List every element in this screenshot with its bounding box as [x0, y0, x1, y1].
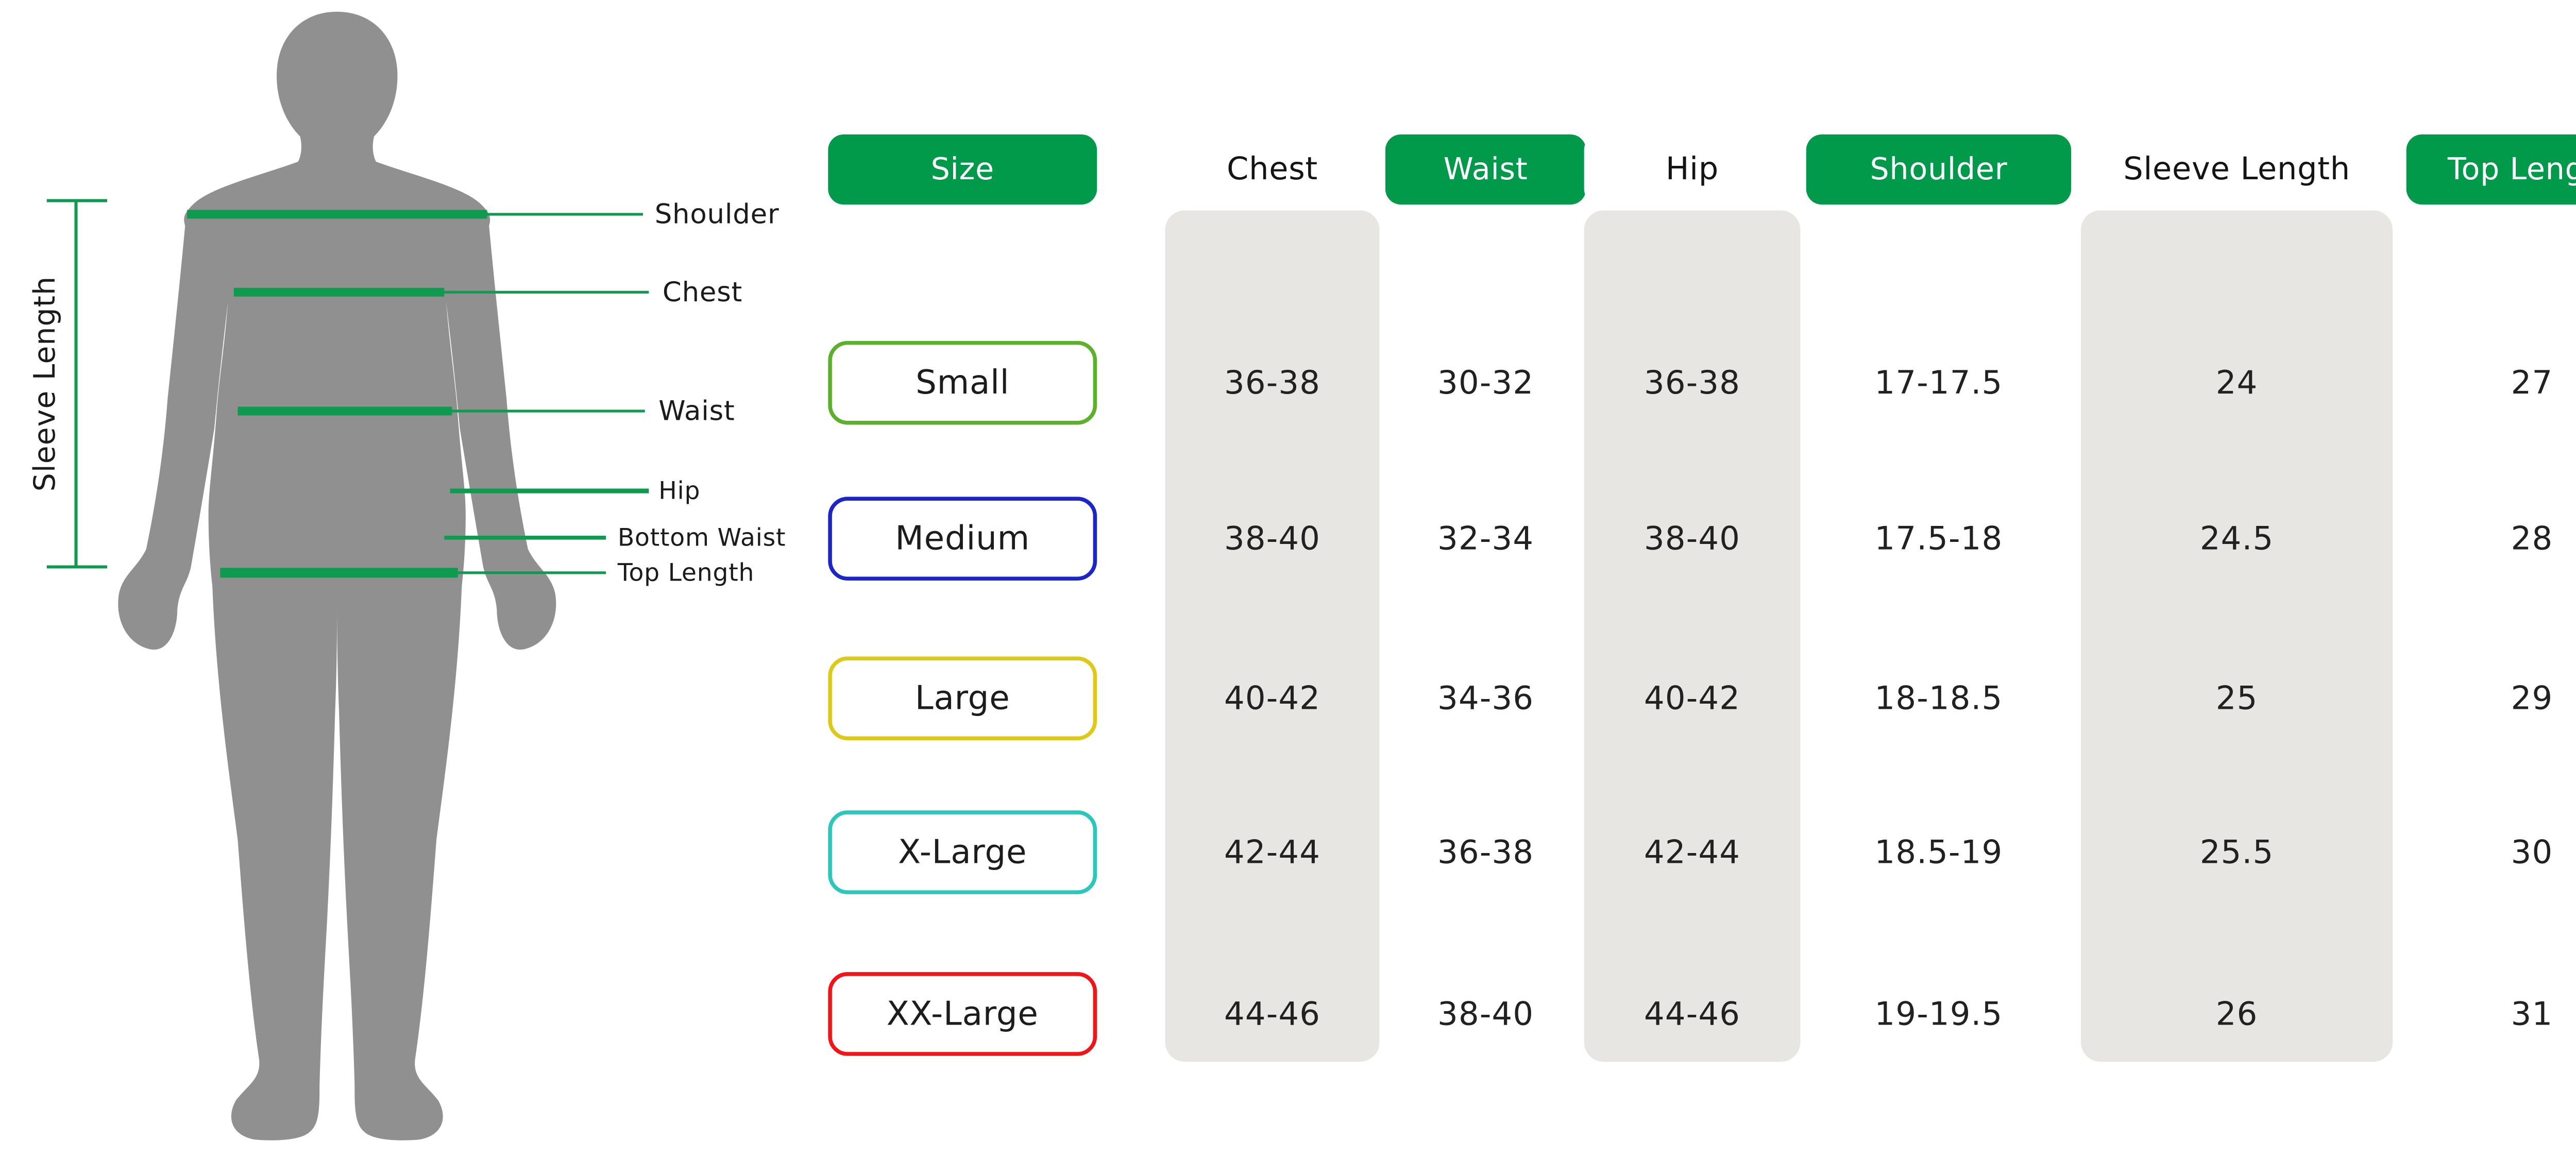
col-header-size: Size	[828, 134, 1097, 205]
cell-x-large-shoulder: 18.5-19	[1874, 833, 2003, 871]
chest-label: Chest	[663, 277, 742, 308]
cell-small-shoulder: 17-17.5	[1874, 364, 2003, 402]
col-header-sleeve-length: Sleeve Length	[2081, 134, 2393, 205]
col-header-shoulder: Shoulder	[1806, 134, 2072, 205]
cell-medium-waist: 32-34	[1437, 520, 1534, 557]
cell-x-large-chest: 42-44	[1224, 833, 1321, 871]
cell-xx-large-hip: 44-46	[1644, 995, 1741, 1033]
size-button-large[interactable]: Large	[828, 656, 1097, 741]
cell-xx-large-waist: 38-40	[1437, 995, 1534, 1033]
sleeve-length-column-stripe	[2081, 210, 2393, 1062]
sleeve-length-label: Sleeve Length	[28, 276, 62, 491]
cell-small-waist: 30-32	[1437, 364, 1534, 402]
cell-large-top-length: 29	[2511, 679, 2553, 717]
hip-label: Hip	[658, 477, 700, 505]
size-button-label: XX-Large	[886, 994, 1039, 1034]
cell-small-top-length: 27	[2511, 364, 2553, 402]
size-button-label: Medium	[895, 519, 1030, 558]
cell-x-large-top-length: 30	[2511, 833, 2553, 871]
waist-label: Waist	[658, 395, 735, 427]
size-button-label: X-Large	[898, 832, 1027, 872]
cell-x-large-hip: 42-44	[1644, 833, 1741, 871]
cell-x-large-sleeve-length: 25.5	[2199, 833, 2274, 871]
cell-small-hip: 36-38	[1644, 364, 1741, 402]
cell-large-hip: 40-42	[1644, 679, 1741, 717]
size-button-x-large[interactable]: X-Large	[828, 810, 1097, 894]
cell-medium-sleeve-length: 24.5	[2199, 520, 2274, 557]
cell-x-large-waist: 36-38	[1437, 833, 1534, 871]
size-button-xx-large[interactable]: XX-Large	[828, 972, 1097, 1056]
cell-large-shoulder: 18-18.5	[1874, 679, 2003, 717]
col-header-top-length: Top Length	[2406, 134, 2576, 205]
cell-xx-large-chest: 44-46	[1224, 995, 1321, 1033]
size-button-label: Large	[914, 678, 1010, 718]
size-button-medium[interactable]: Medium	[828, 497, 1097, 581]
cell-small-sleeve-length: 24	[2215, 364, 2258, 402]
col-header-chest: Chest	[1165, 134, 1380, 205]
cell-small-chest: 36-38	[1224, 364, 1321, 402]
cell-xx-large-top-length: 31	[2511, 995, 2553, 1033]
bottom-waist-label: Bottom Waist	[618, 523, 786, 552]
cell-large-chest: 40-42	[1224, 679, 1321, 717]
shoulder-label: Shoulder	[655, 199, 779, 230]
body-measurement-diagram: Sleeve Length Shoulder Chest Waist Hip B…	[28, 11, 786, 1140]
cell-medium-hip: 38-40	[1644, 520, 1741, 557]
cell-medium-chest: 38-40	[1224, 520, 1321, 557]
hip-column-stripe	[1584, 210, 1801, 1062]
cell-large-sleeve-length: 25	[2215, 679, 2258, 717]
cell-xx-large-shoulder: 19-19.5	[1874, 995, 2003, 1033]
cell-xx-large-sleeve-length: 26	[2215, 995, 2258, 1033]
col-header-waist: Waist	[1385, 134, 1586, 205]
size-button-small[interactable]: Small	[828, 340, 1097, 425]
cell-medium-shoulder: 17.5-18	[1874, 520, 2003, 557]
cell-medium-top-length: 28	[2511, 520, 2553, 557]
col-header-hip: Hip	[1584, 134, 1801, 205]
size-button-label: Small	[916, 363, 1010, 402]
cell-large-waist: 34-36	[1437, 679, 1534, 717]
top-length-label: Top Length	[617, 558, 754, 587]
chest-column-stripe	[1165, 210, 1380, 1062]
